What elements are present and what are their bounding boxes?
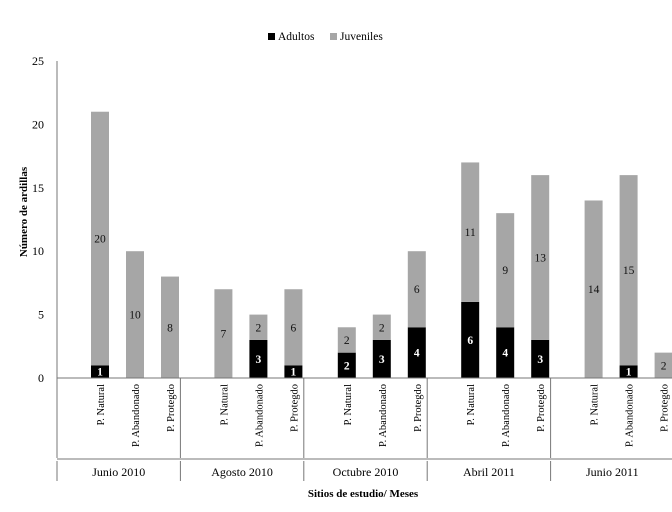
bar-segment-juveniles [126, 251, 144, 378]
data-label-adultos: 1 [626, 367, 632, 379]
bar-segment-juveniles [91, 111, 109, 366]
bar-segment-juveniles [161, 276, 179, 378]
data-label-juveniles: 2 [379, 322, 385, 334]
bar-segment-juveniles [249, 314, 268, 340]
data-label-adultos: 2 [344, 360, 350, 372]
bar-segment-adultos [372, 339, 391, 378]
data-label-juveniles: 9 [502, 265, 508, 277]
bar-segment-adultos [249, 339, 268, 378]
bar-segment-juveniles [531, 175, 550, 340]
bar-segment-juveniles [372, 314, 391, 340]
data-label-adultos: 3 [256, 354, 262, 366]
x-category-label: P. Abandonado [254, 384, 265, 447]
y-tick-label: 25 [32, 54, 44, 68]
data-label-adultos: 6 [467, 335, 473, 347]
data-label-adultos: 3 [537, 354, 543, 366]
legend-swatch-adultos [268, 33, 275, 40]
bar-segment-adultos [91, 365, 109, 378]
x-group-label: Octubre 2010 [333, 465, 399, 479]
data-label-juveniles: 7 [221, 329, 227, 341]
x-category-label: P. Natural [219, 384, 230, 425]
bars: 1 20 10 8 7 3 2 1 6 2 2 3 2 4 6 6 11 4 9 3 13 14 1 15 2 [91, 111, 672, 379]
bar-segment-adultos [284, 365, 303, 378]
x-category-label: P. Protegdo [536, 384, 547, 432]
data-label-juveniles: 2 [256, 322, 262, 334]
legend-swatch-juveniles [330, 33, 337, 40]
legend-label-adultos: Adultos [278, 31, 315, 43]
bar-segment-adultos [531, 339, 550, 378]
data-label-juveniles: 2 [344, 335, 350, 347]
bar-segment-juveniles [496, 213, 515, 328]
bar-segment-adultos [407, 327, 426, 378]
y-tick-label: 0 [38, 371, 44, 385]
data-label-adultos: 1 [97, 367, 103, 379]
data-label-juveniles: 6 [291, 322, 297, 334]
x-category-label: P. Abandonado [501, 384, 512, 447]
bar-segment-juveniles [284, 289, 303, 366]
data-label-adultos: 4 [502, 348, 508, 360]
data-label-juveniles: 2 [661, 360, 667, 372]
data-label-juveniles: 11 [465, 227, 476, 239]
data-label-juveniles: 6 [414, 284, 420, 296]
x-category-label: P. Protegdo [413, 384, 424, 432]
x-category-label: P. Protegdo [166, 384, 177, 432]
x-group-label: Junio 2010 [92, 465, 145, 479]
y-tick-label: 5 [38, 308, 44, 322]
x-group-label: Agosto 2010 [211, 465, 273, 479]
bar-segment-adultos [461, 301, 480, 378]
bar-segment-juveniles [461, 162, 480, 302]
x-category-label: P. Natural [590, 384, 601, 425]
bar-segment-adultos [337, 352, 356, 378]
x-category-label: P. Natural [343, 384, 354, 425]
x-category-label: P. Protegdo [289, 384, 300, 432]
bar-segment-adultos [496, 327, 515, 378]
data-label-adultos: 3 [379, 354, 385, 366]
bar-segment-juveniles [654, 352, 672, 378]
data-label-adultos: 4 [414, 348, 420, 360]
x-group-label: Abril 2011 [463, 465, 515, 479]
y-tick-label: 15 [32, 181, 44, 195]
data-label-juveniles: 15 [623, 265, 635, 277]
x-axis: P. Natural P. Abandonado P. Protegdo Junio … [56, 377, 672, 481]
x-category-label: P. Abandonado [131, 384, 142, 447]
bar-segment-juveniles [407, 251, 426, 328]
x-axis-title: Sitios de estudio/ Meses [308, 488, 419, 500]
bar-segment-juveniles [337, 327, 356, 353]
x-category-label: P. Abandonado [378, 384, 389, 447]
bar-segment-juveniles [619, 175, 638, 366]
bar-segment-adultos [619, 365, 638, 378]
y-tick-label: 10 [32, 244, 44, 258]
data-label-juveniles: 20 [94, 234, 106, 246]
y-axis: 0 5 10 15 20 25 [32, 54, 58, 385]
y-axis-title: Número de ardillas [18, 166, 30, 257]
data-label-juveniles: 14 [588, 284, 600, 296]
x-category-label: P. Protegdo [660, 384, 671, 432]
legend: Adultos Juveniles [268, 31, 383, 43]
x-group-label: Junio 2011 [586, 465, 639, 479]
data-label-juveniles: 13 [534, 253, 546, 265]
y-tick-label: 20 [32, 117, 44, 131]
x-category-label: P. Natural [96, 384, 107, 425]
x-category-label: P. Abandonado [625, 384, 636, 447]
x-category-label: P. Natural [466, 384, 477, 425]
bar-segment-juveniles [584, 200, 603, 378]
data-label-juveniles: 8 [167, 322, 173, 334]
data-label-juveniles: 10 [129, 310, 141, 322]
data-label-adultos: 1 [291, 367, 297, 379]
bar-segment-juveniles [214, 289, 233, 378]
legend-label-juveniles: Juveniles [340, 31, 383, 43]
